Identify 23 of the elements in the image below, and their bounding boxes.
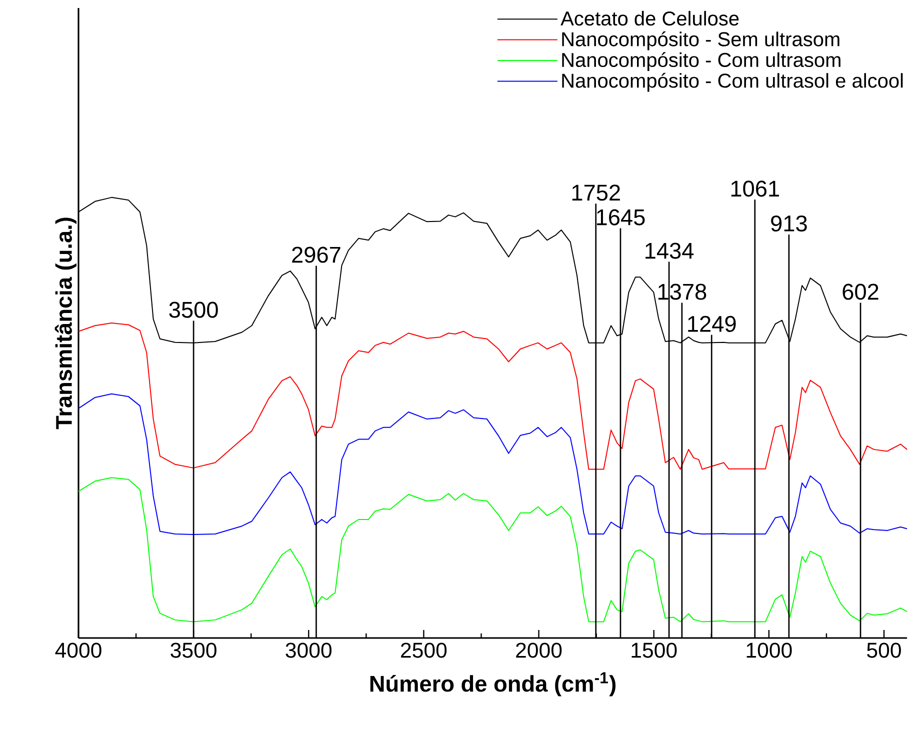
legend-label: Nanocompósito - Com ultrasom: [562, 52, 840, 72]
legend-label: Acetato de Celulose: [560, 10, 739, 26]
ref-line-label: 913: [771, 215, 807, 232]
x-tick-label: 1000: [746, 642, 792, 658]
ref-line-label: 1752: [572, 184, 620, 201]
x-tick-label: 2000: [516, 642, 562, 658]
ref-line-label: 602: [842, 284, 878, 300]
ref-line-label: 1434: [646, 242, 694, 259]
x-tick-label: 3000: [286, 642, 332, 658]
ref-line-label: 1645: [596, 209, 645, 226]
x-tick-label: 3500: [170, 642, 216, 658]
x-tick-label: 4000: [55, 642, 102, 658]
x-tick-label: 1500: [632, 642, 677, 658]
y-axis-title: Transmitância (u.a.): [54, 218, 76, 430]
x-axis-title: Número de onda (cm$^{-1}$): [370, 672, 616, 696]
ref-line-label: 3500: [169, 302, 218, 318]
ref-line-label: 1061: [731, 180, 779, 197]
x-tick-label: 500: [867, 642, 901, 658]
legend-label: Nanocompósito - Sem ultrasom: [562, 31, 840, 50]
x-tick-label: 2500: [401, 642, 447, 658]
ref-line-label: 2967: [292, 246, 340, 263]
legend-label: Nanocompósito - Com ultrasol e alcool: [562, 72, 903, 92]
ref-line-label: 1249: [688, 316, 736, 332]
